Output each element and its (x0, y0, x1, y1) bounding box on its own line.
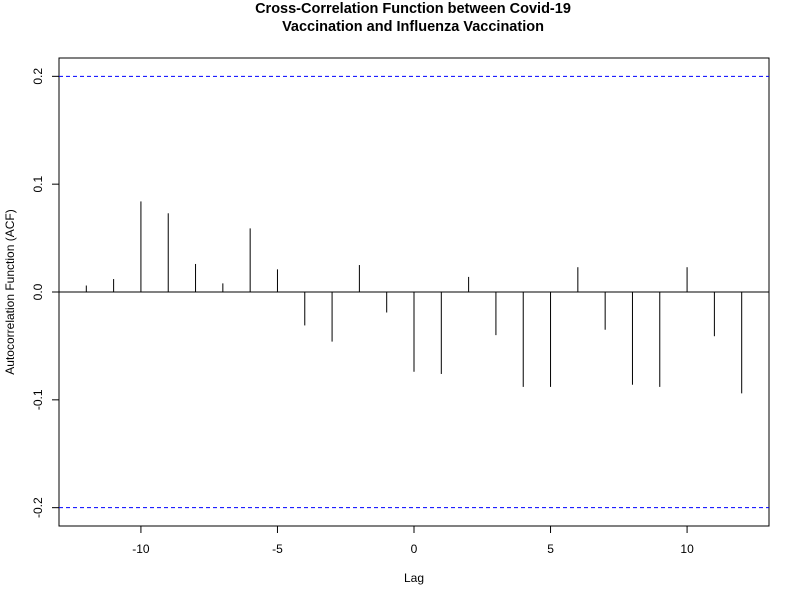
y-tick-label: -0.2 (31, 497, 45, 518)
x-tick-label: -10 (132, 542, 150, 556)
y-axis-label: Autocorrelation Function (ACF) (3, 209, 17, 374)
chart-title-line-2: Vaccination and Influenza Vaccination (282, 19, 544, 35)
y-tick-label: 0.1 (31, 176, 45, 193)
x-tick-label: 0 (411, 542, 418, 556)
chart-title-line-1: Cross-Correlation Function between Covid… (255, 1, 571, 17)
x-tick-label: 5 (547, 542, 554, 556)
x-tick-label: -5 (272, 542, 283, 556)
y-tick-label: 0.2 (31, 68, 45, 85)
x-axis: -10 -5 0 5 10 (132, 526, 694, 556)
acf-bars (86, 201, 741, 393)
x-axis-label: Lag (404, 571, 424, 585)
y-tick-label: -0.1 (31, 389, 45, 410)
y-tick-label: 0.0 (31, 283, 45, 300)
x-tick-label: 10 (680, 542, 694, 556)
y-axis: -0.2 -0.1 0.0 0.1 0.2 (31, 68, 59, 518)
